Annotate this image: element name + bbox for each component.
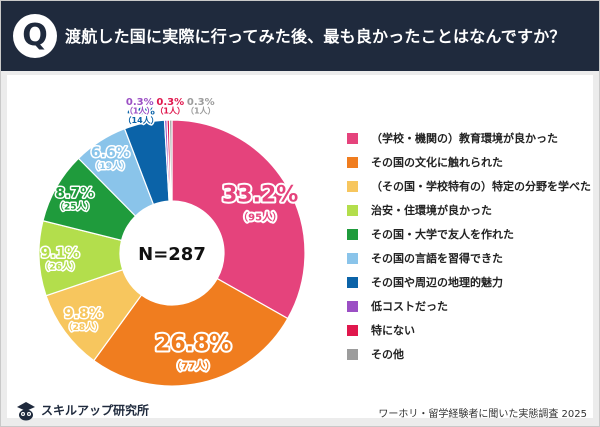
legend-swatch bbox=[347, 253, 358, 264]
legend-swatch bbox=[347, 205, 358, 216]
value-label-outline-8: 0.3% bbox=[126, 97, 154, 108]
value-label-outline-9: 0.3% bbox=[156, 97, 184, 108]
value-label-3: 9.8% bbox=[64, 306, 103, 322]
value-label-7: 4.9% bbox=[127, 106, 155, 117]
value-label-outline-5: 8.7% bbox=[55, 186, 94, 202]
value-label-outline-10: 0.3% bbox=[187, 97, 215, 108]
center-label: N=287 bbox=[138, 244, 206, 265]
question-badge: Q bbox=[13, 14, 57, 58]
chart-title: 渡航した国に実際に行ってみた後、最も良かったことはなんですか？ bbox=[65, 27, 566, 46]
legend-swatch bbox=[347, 301, 358, 312]
legend-label: 特にない bbox=[371, 324, 415, 337]
slice-1 bbox=[171, 119, 306, 320]
count-label-outline-10: （1人） bbox=[186, 106, 216, 116]
source-note: ワーホリ・留学経験者に聞いた実態調査 2025 bbox=[378, 409, 587, 420]
count-label-outline-6: （19人） bbox=[91, 160, 131, 172]
count-label-outline-3: （28人） bbox=[64, 321, 104, 333]
count-label-9: （1人） bbox=[155, 106, 185, 116]
legend-swatch bbox=[347, 133, 358, 144]
count-label-6: （19人） bbox=[91, 160, 131, 172]
legend-label: その国の文化に触れられた bbox=[371, 156, 503, 169]
count-label-outline-1: （95人） bbox=[238, 210, 282, 223]
value-label-outline-4: 9.1% bbox=[41, 246, 80, 262]
value-label-outline-2: 26.8% bbox=[155, 332, 231, 357]
value-label-6: 6.6% bbox=[91, 145, 130, 161]
legend-swatch bbox=[347, 277, 358, 288]
brand-logo: スキルアップ研究所 bbox=[15, 401, 149, 421]
count-label-4: （26人） bbox=[40, 260, 80, 272]
value-label-outline-6: 6.6% bbox=[91, 145, 130, 161]
legend-swatch bbox=[347, 349, 358, 360]
value-label-5: 8.7% bbox=[55, 186, 94, 202]
slice-10 bbox=[168, 119, 173, 202]
count-label-outline-8: （1人） bbox=[125, 106, 155, 116]
legend-label: 低コストだった bbox=[371, 300, 448, 313]
header-bar: Q 渡航した国に実際に行ってみた後、最も良かったことはなんですか？ bbox=[1, 1, 599, 71]
legend-swatch bbox=[347, 325, 358, 336]
legend-label: その国や周辺の地理的魅力 bbox=[371, 276, 503, 289]
brand-name: スキルアップ研究所 bbox=[41, 403, 150, 418]
legend-label: （その国・学校特有の）特定の分野を学べた bbox=[371, 180, 591, 193]
count-label-outline-4: （26人） bbox=[40, 260, 80, 272]
legend-label: （学校・機関の）教育環境が良かった bbox=[371, 132, 558, 145]
count-label-outline-5: （25人） bbox=[55, 200, 95, 212]
count-label-7: （14人） bbox=[124, 115, 159, 125]
count-label-1: （95人） bbox=[238, 210, 282, 223]
legend-label: その国の言語を習得できた bbox=[371, 252, 503, 265]
value-label-8: 0.3% bbox=[126, 97, 154, 108]
owl-logo-icon bbox=[17, 402, 35, 421]
legend-swatch bbox=[347, 157, 358, 168]
value-label-10: 0.3% bbox=[187, 97, 215, 108]
count-label-outline-2: （77人） bbox=[171, 359, 215, 372]
value-label-2: 26.8% bbox=[155, 332, 231, 357]
value-label-9: 0.3% bbox=[156, 97, 184, 108]
count-label-3: （28人） bbox=[64, 321, 104, 333]
count-label-2: （77人） bbox=[171, 359, 215, 372]
count-label-10: （1人） bbox=[186, 106, 216, 116]
count-label-5: （25人） bbox=[55, 200, 95, 212]
value-label-1: 33.2% bbox=[222, 183, 298, 208]
chart-card: 33.2% 33.2% （95人） （95人） 26.8% 26.8% （77人） （77人）… bbox=[7, 75, 593, 418]
legend-swatch bbox=[347, 229, 358, 240]
legend-label: 治安・住環境が良かった bbox=[371, 204, 492, 217]
slice-2 bbox=[92, 277, 289, 387]
count-label-outline-9: （1人） bbox=[155, 106, 185, 116]
question-letter: Q bbox=[22, 18, 48, 53]
donut-chart: 33.2%33.2%（95人）（95人）26.8%26.8%（77人）（77人）… bbox=[38, 96, 306, 387]
value-label-outline-3: 9.8% bbox=[64, 306, 103, 322]
legend-label: その国・大学で友人を作れた bbox=[371, 228, 514, 241]
value-label-outline-1: 33.2% bbox=[222, 183, 298, 208]
value-label-4: 9.1% bbox=[41, 246, 80, 262]
count-label-outline-7: （14人） bbox=[124, 115, 159, 125]
legend-label: その他 bbox=[371, 348, 404, 361]
content-area: 33.2% 33.2% （95人） （95人） 26.8% 26.8% （77人） （77人）… bbox=[1, 71, 599, 426]
legend-swatch bbox=[347, 181, 358, 192]
value-label-outline-7: 4.9% bbox=[127, 106, 155, 117]
count-label-8: （1人） bbox=[125, 106, 155, 116]
